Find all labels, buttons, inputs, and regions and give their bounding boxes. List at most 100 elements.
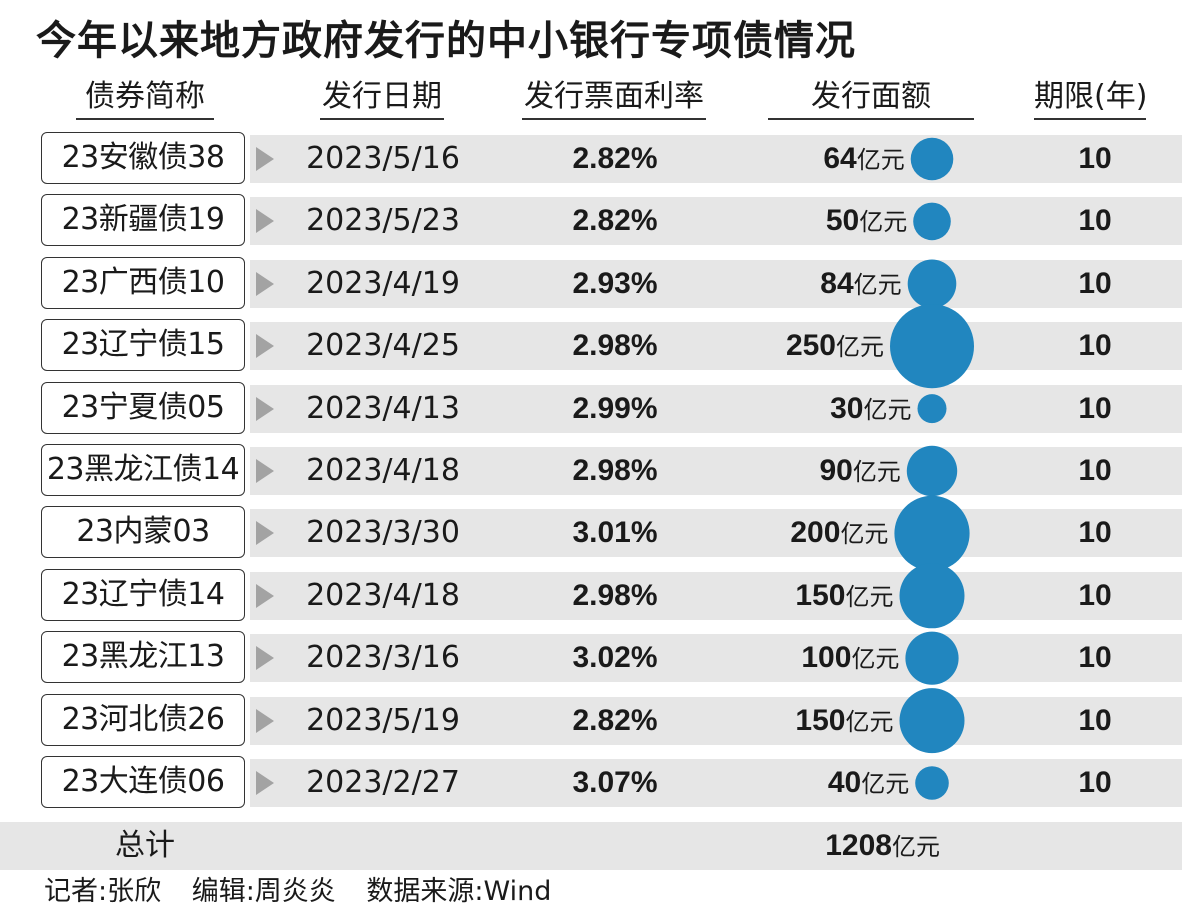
- row-band: [250, 634, 1182, 683]
- issue-date: 2023/4/18: [306, 453, 460, 488]
- term-years: 10: [1078, 578, 1112, 612]
- issue-amount: 84亿元: [820, 259, 901, 309]
- row-band: [250, 447, 1182, 495]
- bond-name: 23大连债06: [41, 756, 245, 808]
- issue-amount: 50亿元: [826, 196, 907, 246]
- arrow-icon: [256, 521, 274, 546]
- arrow-icon: [256, 459, 274, 483]
- header-date: 发行日期: [320, 78, 444, 120]
- issue-amount-value: 250: [785, 329, 836, 363]
- issue-amount: 40亿元: [828, 758, 909, 808]
- coupon-rate: 2.82%: [572, 703, 658, 737]
- coupon-rate: 2.93%: [572, 266, 658, 300]
- table-row: 23宁夏债05 2023/4/13 2.99% 30亿元 10: [0, 378, 1182, 440]
- row-band: [250, 759, 1182, 807]
- issue-amount: 64亿元: [823, 134, 904, 184]
- issue-amount-unit: 亿元: [852, 458, 901, 486]
- issue-amount-unit: 亿元: [853, 270, 902, 299]
- issue-amount-value: 200: [790, 516, 841, 550]
- coupon-rate: 2.98%: [572, 578, 658, 612]
- issue-date: 2023/4/25: [306, 328, 460, 364]
- coupon-rate: 2.99%: [572, 391, 658, 425]
- bond-name: 23新疆债19: [41, 194, 245, 247]
- issue-amount: 200亿元: [790, 508, 888, 558]
- arrow-icon: [256, 147, 274, 171]
- total-label: 总计: [115, 828, 175, 863]
- coupon-rate: 2.82%: [572, 204, 658, 238]
- term-years: 10: [1078, 454, 1112, 487]
- issue-amount-value: 64: [823, 142, 857, 175]
- table-row: 23广西债10 2023/4/19 2.93% 84亿元 10: [0, 253, 1182, 315]
- term-years: 10: [1078, 142, 1112, 175]
- term-years: 10: [1078, 766, 1112, 799]
- arrow-icon: [256, 334, 274, 359]
- coupon-rate: 2.82%: [572, 142, 658, 175]
- bond-name: 23安徽债38: [41, 132, 245, 184]
- issue-amount: 30亿元: [830, 384, 911, 434]
- row-band: [250, 259, 1182, 308]
- arrow-icon: [256, 583, 274, 608]
- term-years: 10: [1078, 703, 1112, 737]
- row-band: [250, 135, 1182, 183]
- total-amount-value: 1208: [825, 829, 892, 862]
- issue-date: 2023/4/18: [306, 577, 460, 613]
- total-amount-unit: 亿元: [892, 833, 940, 861]
- term-years: 10: [1078, 516, 1112, 550]
- bond-name: 23广西债10: [41, 256, 245, 309]
- arrow-icon: [256, 271, 274, 296]
- issue-date: 2023/5/19: [306, 702, 460, 738]
- issue-amount-value: 90: [819, 454, 853, 487]
- term-years: 10: [1078, 266, 1112, 300]
- arrow-icon: [256, 209, 274, 234]
- header-rate: 发行票面利率: [522, 78, 706, 120]
- issue-amount-unit: 亿元: [845, 707, 894, 736]
- footer-reporter: 记者:张欣: [44, 876, 162, 907]
- coupon-rate: 2.98%: [572, 329, 658, 363]
- table-row: 23安徽债38 2023/5/16 2.82% 64亿元 10: [0, 128, 1182, 190]
- term-years: 10: [1078, 329, 1112, 363]
- issue-amount-unit: 亿元: [859, 208, 908, 237]
- row-band: [250, 509, 1182, 558]
- table-row: 23黑龙江13 2023/3/16 3.02% 100亿元 10: [0, 627, 1182, 689]
- coupon-rate: 2.98%: [572, 454, 658, 487]
- issue-amount: 150亿元: [795, 696, 893, 746]
- header-amount: 发行面额: [768, 78, 974, 120]
- bond-name: 23辽宁债15: [41, 319, 245, 372]
- arrow-icon: [256, 646, 274, 671]
- coupon-rate: 3.02%: [572, 641, 658, 675]
- arrow-icon: [256, 771, 274, 795]
- issue-amount-value: 150: [795, 703, 846, 737]
- bond-name: 23宁夏债05: [41, 381, 245, 434]
- issue-amount-unit: 亿元: [856, 146, 905, 174]
- bond-name: 23河北债26: [41, 693, 245, 746]
- issue-amount-unit: 亿元: [863, 395, 912, 424]
- header-term: 期限(年): [1034, 78, 1147, 120]
- issue-date: 2023/4/19: [306, 265, 460, 301]
- footer-source: 数据来源:Wind: [366, 876, 552, 907]
- issue-date: 2023/5/16: [306, 141, 460, 176]
- issue-date: 2023/2/27: [306, 765, 460, 800]
- row-band: [250, 197, 1182, 246]
- issue-amount-unit: 亿元: [861, 770, 910, 798]
- bond-name: 23辽宁债14: [41, 568, 245, 621]
- row-band: [250, 571, 1182, 620]
- row-band: [250, 696, 1182, 745]
- issue-amount: 100亿元: [801, 633, 899, 683]
- total-band: [0, 822, 1182, 870]
- row-band: [250, 384, 1182, 433]
- table-row: 23大连债06 2023/2/27 3.07% 40亿元 10: [0, 752, 1182, 814]
- footer-editor: 编辑:周炎炎: [191, 876, 336, 907]
- table-row: 23辽宁债15 2023/4/25 2.98% 250亿元 10: [0, 315, 1182, 377]
- issue-amount-unit: 亿元: [845, 582, 894, 611]
- issue-amount: 90亿元: [819, 446, 900, 496]
- issue-date: 2023/5/23: [306, 203, 460, 239]
- issue-date: 2023/3/30: [306, 515, 460, 551]
- arrow-icon: [256, 396, 274, 421]
- header-name: 债券简称: [76, 78, 214, 120]
- coupon-rate: 3.01%: [572, 516, 658, 550]
- bond-name: 23黑龙江13: [41, 631, 245, 684]
- row-band: [250, 322, 1182, 371]
- issue-amount-value: 30: [830, 391, 864, 425]
- coupon-rate: 3.07%: [572, 766, 658, 799]
